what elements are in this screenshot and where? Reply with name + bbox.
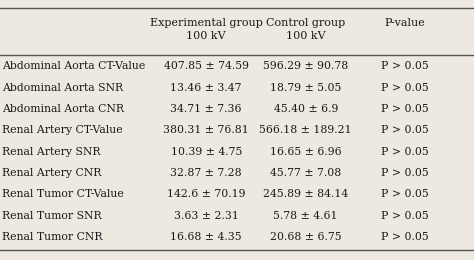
Text: P > 0.05: P > 0.05 xyxy=(382,83,429,93)
Text: 596.29 ± 90.78: 596.29 ± 90.78 xyxy=(263,61,348,71)
Text: Renal Tumor CNR: Renal Tumor CNR xyxy=(2,232,103,242)
Text: P > 0.05: P > 0.05 xyxy=(382,104,429,114)
Text: Renal Artery CNR: Renal Artery CNR xyxy=(2,168,102,178)
Text: 32.87 ± 7.28: 32.87 ± 7.28 xyxy=(170,168,242,178)
Text: Renal Tumor SNR: Renal Tumor SNR xyxy=(2,211,102,220)
Text: P > 0.05: P > 0.05 xyxy=(382,211,429,220)
Text: 16.68 ± 4.35: 16.68 ± 4.35 xyxy=(170,232,242,242)
Text: P > 0.05: P > 0.05 xyxy=(382,168,429,178)
Text: 18.79 ± 5.05: 18.79 ± 5.05 xyxy=(270,83,341,93)
Text: 34.71 ± 7.36: 34.71 ± 7.36 xyxy=(171,104,242,114)
Text: 10.39 ± 4.75: 10.39 ± 4.75 xyxy=(171,147,242,157)
Text: P > 0.05: P > 0.05 xyxy=(382,61,429,71)
Text: 16.65 ± 6.96: 16.65 ± 6.96 xyxy=(270,147,342,157)
Text: Abdominal Aorta CNR: Abdominal Aorta CNR xyxy=(2,104,124,114)
Text: 45.40 ± 6.9: 45.40 ± 6.9 xyxy=(273,104,338,114)
Text: Experimental group
100 kV: Experimental group 100 kV xyxy=(150,18,263,41)
Text: Abdominal Aorta SNR: Abdominal Aorta SNR xyxy=(2,83,124,93)
Text: 566.18 ± 189.21: 566.18 ± 189.21 xyxy=(259,125,352,135)
Text: Renal Tumor CT-Value: Renal Tumor CT-Value xyxy=(2,189,124,199)
Text: 142.6 ± 70.19: 142.6 ± 70.19 xyxy=(167,189,246,199)
Text: 245.89 ± 84.14: 245.89 ± 84.14 xyxy=(263,189,348,199)
Text: P > 0.05: P > 0.05 xyxy=(382,232,429,242)
Text: 380.31 ± 76.81: 380.31 ± 76.81 xyxy=(164,125,249,135)
Text: 13.46 ± 3.47: 13.46 ± 3.47 xyxy=(171,83,242,93)
Text: P > 0.05: P > 0.05 xyxy=(382,125,429,135)
Text: Renal Artery CT-Value: Renal Artery CT-Value xyxy=(2,125,123,135)
Text: 3.63 ± 2.31: 3.63 ± 2.31 xyxy=(174,211,238,220)
Text: Abdominal Aorta CT-Value: Abdominal Aorta CT-Value xyxy=(2,61,146,71)
Text: 407.85 ± 74.59: 407.85 ± 74.59 xyxy=(164,61,249,71)
Text: 45.77 ± 7.08: 45.77 ± 7.08 xyxy=(270,168,341,178)
Text: P > 0.05: P > 0.05 xyxy=(382,189,429,199)
Text: 5.78 ± 4.61: 5.78 ± 4.61 xyxy=(273,211,338,220)
Text: P-value: P-value xyxy=(385,18,426,28)
Text: Renal Artery SNR: Renal Artery SNR xyxy=(2,147,101,157)
Text: P > 0.05: P > 0.05 xyxy=(382,147,429,157)
Text: 20.68 ± 6.75: 20.68 ± 6.75 xyxy=(270,232,342,242)
Text: Control group
100 kV: Control group 100 kV xyxy=(266,18,346,41)
